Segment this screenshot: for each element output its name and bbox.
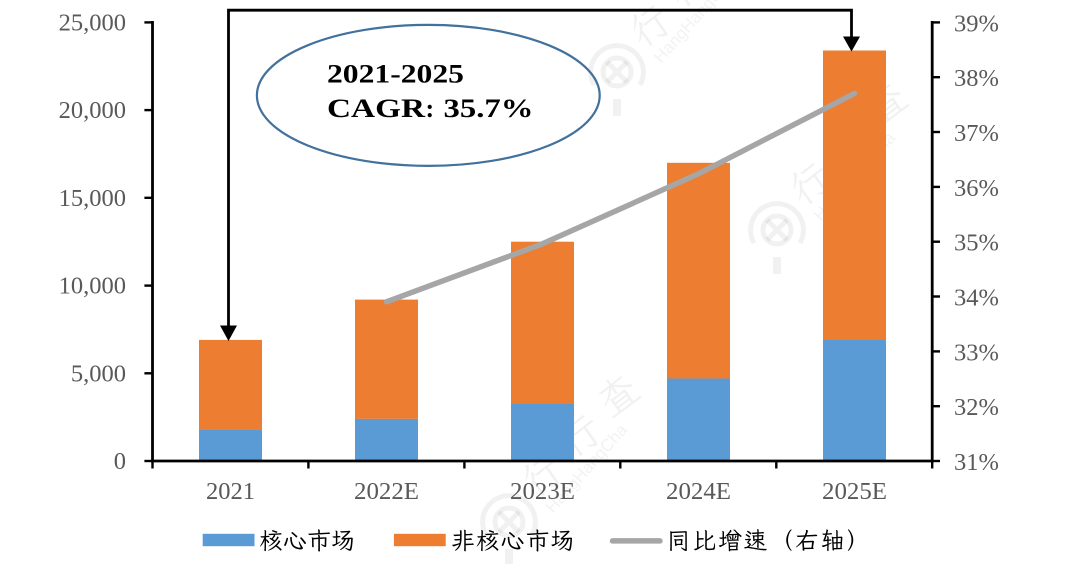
svg-text:CAGR: CAGR bbox=[327, 94, 425, 123]
svg-text:2022E: 2022E bbox=[354, 478, 419, 505]
svg-text:0: 0 bbox=[114, 448, 126, 475]
svg-text:38%: 38% bbox=[954, 65, 999, 92]
svg-text:25,000: 25,000 bbox=[59, 9, 126, 36]
svg-text:2025E: 2025E bbox=[822, 478, 887, 505]
svg-text:37%: 37% bbox=[954, 120, 999, 147]
svg-text:32%: 32% bbox=[954, 394, 999, 421]
svg-text:2021-2025: 2021-2025 bbox=[327, 60, 464, 89]
svg-text:35.7%: 35.7% bbox=[444, 94, 534, 123]
svg-text:10,000: 10,000 bbox=[59, 273, 126, 300]
svg-text:2021: 2021 bbox=[206, 478, 255, 505]
svg-text::: : bbox=[426, 94, 435, 123]
svg-text:35%: 35% bbox=[954, 230, 999, 257]
svg-text:34%: 34% bbox=[954, 285, 999, 312]
svg-text:2023E: 2023E bbox=[510, 478, 575, 505]
svg-text:36%: 36% bbox=[954, 175, 999, 202]
svg-text:15,000: 15,000 bbox=[59, 185, 126, 212]
svg-text:39%: 39% bbox=[954, 10, 999, 37]
svg-text:20,000: 20,000 bbox=[59, 97, 126, 124]
svg-text:33%: 33% bbox=[954, 339, 999, 366]
svg-text:5,000: 5,000 bbox=[71, 360, 126, 387]
svg-text:2024E: 2024E bbox=[666, 478, 731, 505]
svg-text:31%: 31% bbox=[954, 449, 999, 476]
